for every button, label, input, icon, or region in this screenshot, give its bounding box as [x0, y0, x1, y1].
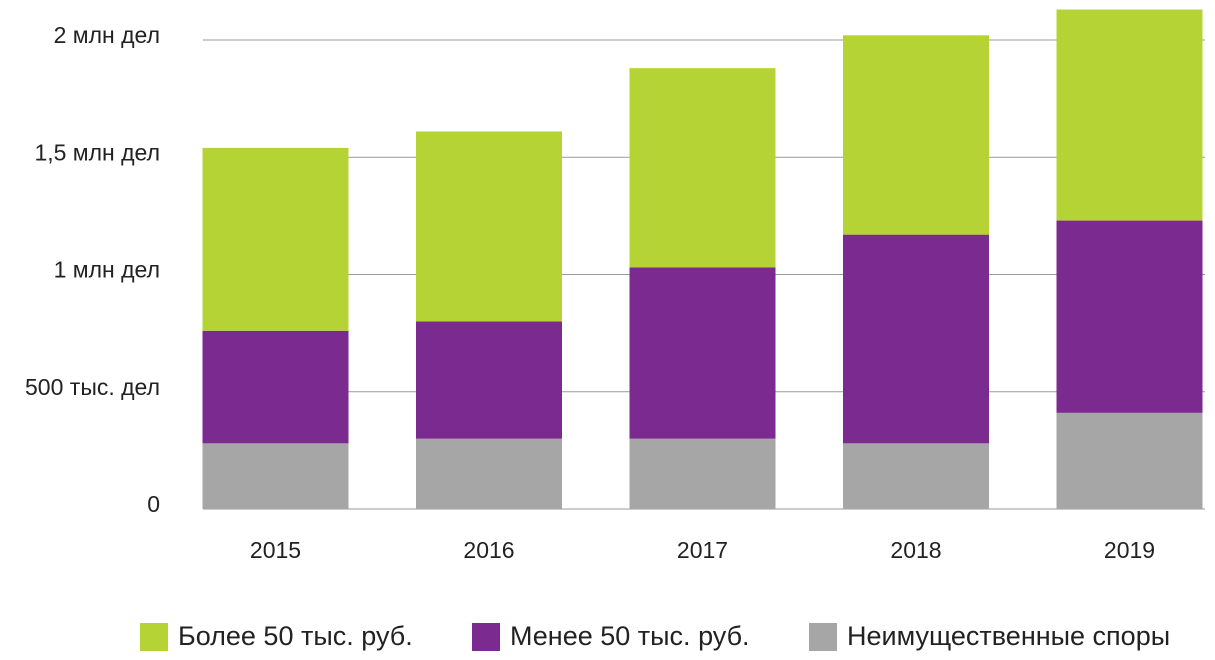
bar-segment [416, 321, 562, 439]
bar-segment [416, 438, 562, 509]
x-tick-label: 2017 [677, 537, 728, 563]
x-tick-label: 2018 [890, 537, 941, 563]
bar-segment [1056, 9, 1203, 221]
y-tick-label: 0 [147, 491, 160, 517]
x-tick-label: 2019 [1104, 537, 1155, 563]
legend-swatch [140, 623, 168, 651]
y-tick-label: 2 млн дел [54, 22, 160, 48]
bar-segment [416, 131, 562, 322]
y-tick-label: 500 тыс. дел [25, 374, 160, 400]
legend-label: Неимущественные споры [847, 621, 1170, 651]
legend-swatch [472, 623, 500, 651]
x-tick-label: 2015 [250, 537, 301, 563]
legend-swatch [809, 623, 837, 651]
legend-label: Более 50 тыс. руб. [178, 621, 413, 651]
bar-segment [202, 443, 349, 509]
y-tick-label: 1 млн дел [54, 257, 160, 283]
bar-segment [629, 438, 776, 509]
bar-segment [202, 147, 349, 331]
bar-segment [629, 267, 776, 439]
bar-segment [629, 68, 776, 268]
y-tick-label: 1,5 млн дел [34, 139, 160, 165]
bar-segment [843, 443, 989, 509]
bar-segment [1056, 412, 1203, 509]
bar-segment [202, 330, 349, 444]
bar-segment [1056, 220, 1203, 413]
x-tick-label: 2016 [463, 537, 514, 563]
bar-segment [843, 35, 989, 235]
legend-label: Менее 50 тыс. руб. [510, 621, 750, 651]
bar-segment [843, 234, 989, 444]
